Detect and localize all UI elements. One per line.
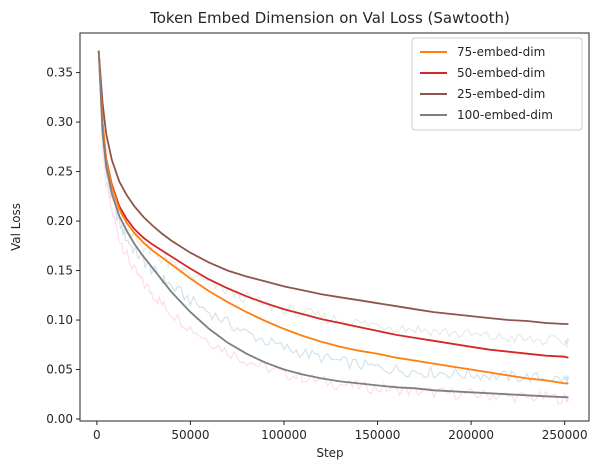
y-tick-label: 0.15 xyxy=(46,264,73,278)
y-tick-label: 0.10 xyxy=(46,313,73,327)
series-line-100-embed-dim xyxy=(97,50,569,399)
y-tick-label: 0.30 xyxy=(46,115,73,129)
x-tick-label: 50000 xyxy=(171,428,209,442)
chart-title: Token Embed Dimension on Val Loss (Sawto… xyxy=(149,9,510,27)
x-axis-label: Step xyxy=(316,446,343,460)
x-tick-label: 100000 xyxy=(261,428,307,442)
plot-frame xyxy=(79,32,590,422)
y-tick-label: 0.05 xyxy=(46,363,73,377)
series-line-75-embed-dim xyxy=(97,50,569,385)
y-tick-label: 0.00 xyxy=(46,412,73,426)
legend-label: 50-embed-dim xyxy=(457,66,545,80)
x-tick-label: 0 xyxy=(93,428,101,442)
x-axis: 0 50000 100000 150000 200000 250000 xyxy=(93,421,588,442)
y-axis: 0.00 0.05 0.10 0.15 0.20 0.25 0.30 0.35 xyxy=(46,66,80,426)
x-tick-label: 150000 xyxy=(355,428,401,442)
raw-series-line xyxy=(98,52,569,405)
x-tick-label: 200000 xyxy=(448,428,494,442)
legend-label: 75-embed-dim xyxy=(457,45,545,59)
series-lines-group xyxy=(97,50,569,399)
legend: 75-embed-dim 50-embed-dim 25-embed-dim 100-… xyxy=(411,37,583,131)
legend-label: 100-embed-dim xyxy=(457,108,553,122)
legend-box xyxy=(411,37,583,131)
x-tick-label: 250000 xyxy=(542,428,588,442)
legend-label: 25-embed-dim xyxy=(457,87,545,101)
y-axis-label: Val Loss xyxy=(9,203,23,251)
raw-series-line xyxy=(98,51,569,386)
y-tick-label: 0.20 xyxy=(46,214,73,228)
series-line-25-embed-dim xyxy=(97,50,569,325)
y-tick-label: 0.25 xyxy=(46,165,73,179)
y-tick-label: 0.35 xyxy=(46,66,73,80)
series-line-50-embed-dim xyxy=(97,50,569,359)
